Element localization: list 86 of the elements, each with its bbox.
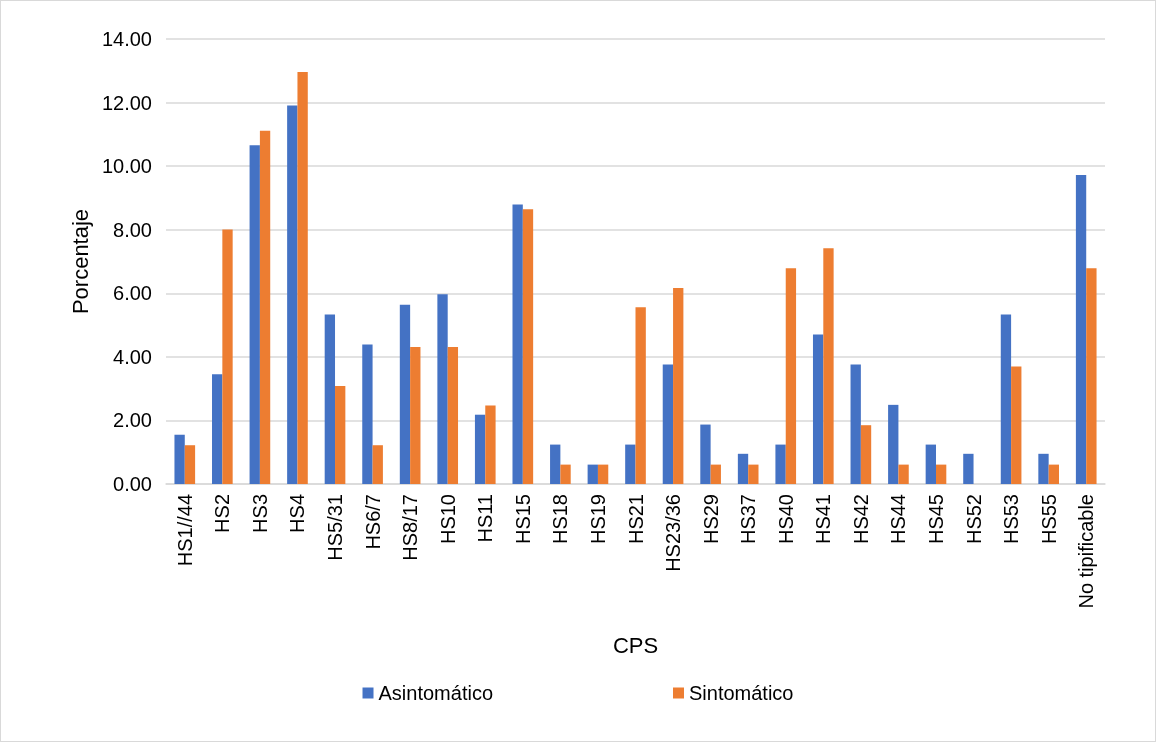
y-tick-label: 12.00 [101,91,152,114]
bar [174,434,185,484]
x-tick-label: HS1//44 [173,494,196,567]
bar [700,424,711,484]
bar [860,425,872,484]
bar [935,464,947,484]
x-axis-title: CPS [612,632,659,658]
bar [485,405,496,484]
bar [812,334,824,484]
x-tick-label: HS6/7 [361,494,384,550]
y-tick-label: 4.00 [113,345,152,368]
bar [550,444,561,484]
x-tick-label: HS45 [924,494,947,545]
bar [447,347,459,484]
bar [1000,314,1012,484]
bar [775,444,786,484]
x-tick-label: HS19 [586,494,609,545]
bar [625,444,636,484]
y-axis-title: Porcentaje [67,208,93,315]
y-tick-label: 0.00 [113,473,152,495]
bar [1086,268,1097,484]
bar [184,445,196,484]
x-tick-label: HS18 [549,494,572,545]
bar [748,464,759,484]
bar [297,72,308,484]
bar [474,414,486,484]
x-tick-label: HS44 [887,494,910,545]
x-tick-label: HS41 [812,494,835,545]
bar [372,445,383,484]
bar [287,105,298,484]
x-tick-label: HS23/36 [662,494,685,572]
bar [1075,175,1087,484]
bar [662,364,674,484]
y-tick-label: 8.00 [113,218,152,241]
bar [324,314,336,484]
y-tick-label: 10.00 [101,155,152,178]
bar [823,248,834,484]
y-tick-label: 2.00 [113,409,152,432]
bar [1011,366,1022,484]
bar [399,304,411,484]
x-tick-label: HS52 [962,494,985,545]
x-tick-label: No tipificable [1075,494,1098,609]
bar [522,209,534,484]
x-tick-label: HS10 [436,494,459,545]
x-tick-label: HS55 [1037,494,1060,545]
bar [259,130,271,484]
bar [597,464,609,484]
legend-label: Asintomático [378,682,494,704]
x-tick-label: HS3 [248,494,271,533]
bar [785,268,797,484]
x-tick-label: HS15 [511,494,534,545]
x-tick-label: HS40 [774,494,797,545]
x-tick-label: HS21 [624,494,647,545]
bar [963,453,974,484]
bar [560,464,571,484]
bar [249,145,260,484]
bar [362,344,373,484]
bar [850,364,861,484]
bar [888,404,899,484]
bar [635,307,646,484]
y-tick-label: 6.00 [113,282,152,305]
bar [1038,453,1049,484]
bar [925,444,936,484]
bar [587,464,598,484]
x-tick-label: HS4 [286,494,309,533]
x-tick-label: HS29 [699,494,722,545]
bar [222,229,233,484]
bar [437,294,448,484]
bar [898,464,909,484]
bar [673,287,684,484]
bar [710,464,721,484]
legend-label: Sintomático [689,682,794,704]
x-tick-label: HS8/17 [399,494,422,561]
bar [1048,464,1059,484]
bar [212,374,223,484]
x-tick-label: HS42 [849,494,872,545]
bar [737,453,749,484]
bar [410,347,421,484]
x-tick-label: HS2 [211,494,234,533]
bar [512,204,523,484]
x-tick-label: HS11 [474,494,497,543]
x-tick-label: HS37 [737,494,760,545]
x-tick-label: HS5/31 [324,494,347,561]
y-tick-label: 14.00 [101,28,152,50]
bar [335,386,346,484]
x-tick-label: HS53 [1000,494,1023,545]
